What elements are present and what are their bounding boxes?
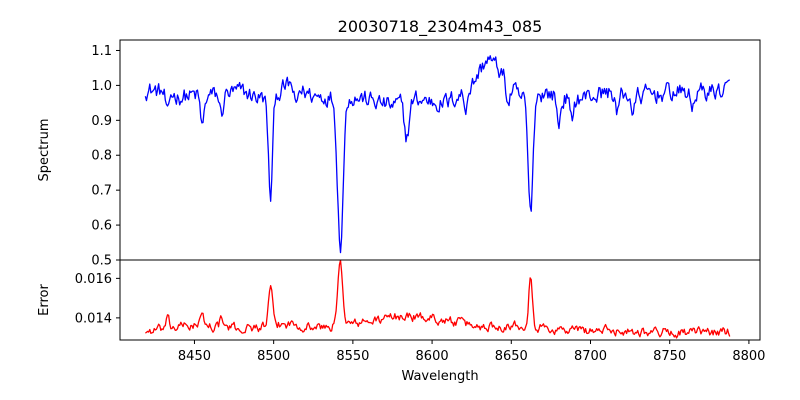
y-tick-label: 0.7 (91, 184, 112, 199)
error-series-line (144, 259, 731, 339)
x-tick-label: 8550 (336, 349, 369, 364)
y-tick-label: 0.5 (91, 254, 112, 269)
error-axes-frame (119, 259, 761, 341)
x-axis-label: Wavelength (401, 369, 478, 384)
spectrum-panel: 0.5 0.6 0.7 0.8 0.9 1.0 1.1 Spectrum (37, 39, 761, 269)
x-tick-label: 8600 (416, 349, 449, 364)
chart-title: 20030718_2304m43_085 (338, 17, 543, 37)
x-tick-label: 8650 (495, 349, 528, 364)
error-y-ticks: 0.014 0.016 (75, 272, 120, 326)
x-tick-label: 8800 (732, 349, 765, 364)
x-tick-label: 8750 (653, 349, 686, 364)
x-tick-label: 8450 (178, 349, 211, 364)
x-axis-ticks: 8450 8500 8550 8600 8650 8700 8750 8800 (178, 340, 765, 364)
y-tick-label: 0.9 (91, 114, 112, 129)
x-tick-label: 8500 (257, 349, 290, 364)
y-tick-label: 0.016 (75, 272, 112, 287)
spectrum-series-line (144, 55, 731, 254)
spectrum-axes-frame (119, 39, 761, 261)
spectrum-y-axis-label: Spectrum (37, 119, 52, 182)
error-y-axis-label: Error (37, 284, 52, 316)
y-tick-label: 1.1 (91, 44, 112, 59)
error-panel: 0.014 0.016 Error (37, 259, 761, 341)
x-tick-label: 8700 (574, 349, 607, 364)
y-tick-label: 0.014 (75, 311, 112, 326)
y-tick-label: 0.6 (91, 219, 112, 234)
y-tick-label: 0.8 (91, 149, 112, 164)
spectrum-y-ticks: 0.5 0.6 0.7 0.8 0.9 1.0 1.1 (91, 44, 120, 269)
y-tick-label: 1.0 (91, 79, 112, 94)
